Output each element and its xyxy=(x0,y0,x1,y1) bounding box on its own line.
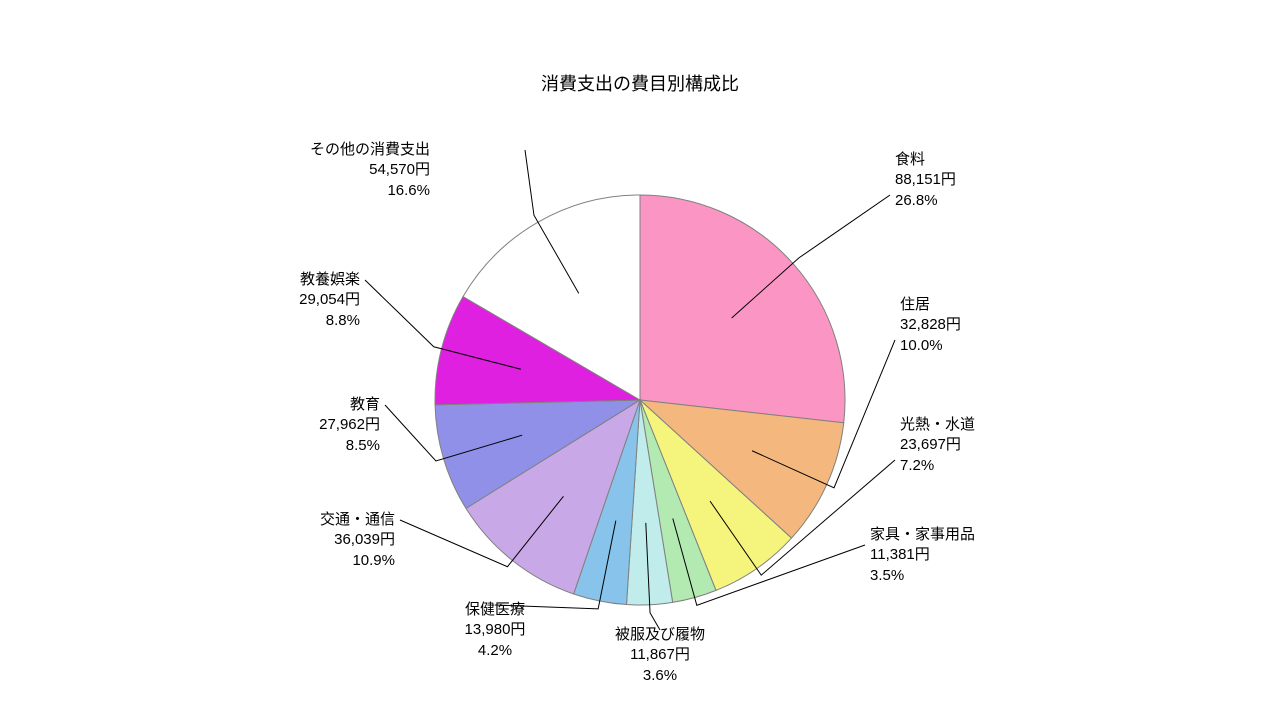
slice-name: 教養娯楽 xyxy=(299,270,360,290)
slice-name: その他の消費支出 xyxy=(310,140,430,160)
slice-pct: 7.2% xyxy=(900,456,975,476)
slice-name: 保健医療 xyxy=(465,600,526,620)
slice-label: 教育27,962円8.5% xyxy=(319,395,380,456)
slice-label: 保健医療13,980円4.2% xyxy=(465,600,526,661)
slice-pct: 3.6% xyxy=(615,666,705,686)
slice-label: 光熱・水道23,697円7.2% xyxy=(900,415,975,476)
slice-label: 被服及び履物11,867円3.6% xyxy=(615,625,705,686)
slice-name: 家具・家事用品 xyxy=(870,525,975,545)
slice-name: 食料 xyxy=(895,150,956,170)
slice-label: 住居32,828円10.0% xyxy=(900,295,961,356)
slice-value: 23,697円 xyxy=(900,435,975,455)
slice-pct: 8.5% xyxy=(319,436,380,456)
slice-value: 27,962円 xyxy=(319,415,380,435)
slice-pct: 16.6% xyxy=(310,181,430,201)
slice-name: 光熱・水道 xyxy=(900,415,975,435)
slice-name: 被服及び履物 xyxy=(615,625,705,645)
slice-label: その他の消費支出54,570円16.6% xyxy=(310,140,430,201)
slice-name: 交通・通信 xyxy=(320,510,395,530)
slice-pct: 26.8% xyxy=(895,191,956,211)
slice-value: 36,039円 xyxy=(320,530,395,550)
slice-value: 32,828円 xyxy=(900,315,961,335)
slice-value: 13,980円 xyxy=(465,620,526,640)
slice-name: 住居 xyxy=(900,295,961,315)
slice-pct: 10.0% xyxy=(900,336,961,356)
slice-value: 11,867円 xyxy=(615,645,705,665)
slice-name: 教育 xyxy=(319,395,380,415)
slice-value: 54,570円 xyxy=(310,160,430,180)
slice-pct: 10.9% xyxy=(320,551,395,571)
slice-value: 11,381円 xyxy=(870,545,975,565)
slice-label: 家具・家事用品11,381円3.5% xyxy=(870,525,975,586)
pie-chart: 食料88,151円26.8% 住居32,828円10.0% 光熱・水道23,697円… xyxy=(0,0,1280,720)
pie-svg xyxy=(0,0,1280,720)
slice-pct: 3.5% xyxy=(870,566,975,586)
slice-label: 教養娯楽29,054円8.8% xyxy=(299,270,360,331)
slice-pct: 8.8% xyxy=(299,311,360,331)
slice-value: 29,054円 xyxy=(299,290,360,310)
slice-label: 食料88,151円26.8% xyxy=(895,150,956,211)
slice-pct: 4.2% xyxy=(465,641,526,661)
slice-value: 88,151円 xyxy=(895,170,956,190)
slice-label: 交通・通信36,039円10.9% xyxy=(320,510,395,571)
